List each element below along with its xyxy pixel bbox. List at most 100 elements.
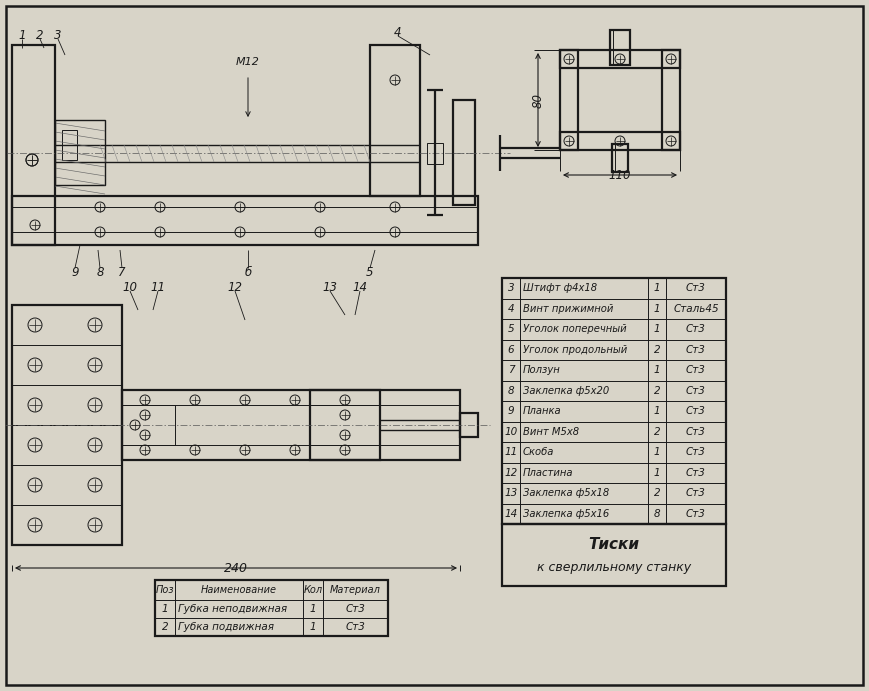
Text: 14: 14 [353,281,368,294]
Text: Кол: Кол [303,585,322,595]
Text: 1: 1 [653,304,660,314]
Text: 1: 1 [653,366,660,375]
Bar [560,132,680,150]
Bar [560,50,680,68]
Text: М12: М12 [236,57,260,67]
Text: Винт М5х8: Винт М5х8 [523,427,579,437]
Text: 2: 2 [36,28,43,41]
Text: б: б [244,265,252,278]
Text: 1: 1 [653,406,660,416]
Text: 3: 3 [507,283,514,293]
Text: 12: 12 [504,468,518,477]
Text: Ст3: Ст3 [686,447,706,457]
Text: 1: 1 [162,604,169,614]
Text: 10: 10 [504,427,518,437]
Text: Ползун: Ползун [523,366,561,375]
Text: Поз: Поз [156,585,175,595]
Text: Ст3: Ст3 [346,604,366,614]
Bar [502,524,726,586]
Text: 80: 80 [532,93,545,108]
Text: Ст3: Ст3 [686,283,706,293]
Text: 8: 8 [96,265,103,278]
Text: Заклепка ф5х18: Заклепка ф5х18 [523,489,609,498]
Text: 11: 11 [504,447,518,457]
Bar [610,30,630,65]
Text: 5: 5 [507,324,514,334]
Text: 1: 1 [653,324,660,334]
Text: Губка подвижная: Губка подвижная [178,622,274,632]
Text: Ст3: Ст3 [686,468,706,477]
Text: Планка: Планка [523,406,561,416]
Bar [560,50,578,150]
Text: Сталь45: Сталь45 [673,304,719,314]
Text: Уголок продольный: Уголок продольный [523,345,627,354]
Text: Ст3: Ст3 [686,509,706,519]
Text: 1: 1 [653,283,660,293]
Bar [310,390,380,460]
Text: 4: 4 [507,304,514,314]
Bar [502,278,726,524]
Text: 9: 9 [71,265,79,278]
Text: 10: 10 [123,281,137,294]
Bar [453,100,475,205]
Text: Тиски: Тиски [588,537,640,552]
Text: 1: 1 [653,447,660,457]
Text: Ст3: Ст3 [686,406,706,416]
Text: Губка неподвижная: Губка неподвижная [178,604,287,614]
Bar [12,196,478,245]
Text: 2: 2 [653,386,660,396]
Text: 2: 2 [162,622,169,632]
Bar [662,50,680,150]
Text: 110: 110 [609,169,631,182]
Text: 13: 13 [322,281,337,294]
Bar [370,45,420,196]
Text: Ст3: Ст3 [686,324,706,334]
Text: Ст3: Ст3 [686,366,706,375]
Text: 4: 4 [395,26,401,39]
Bar [122,390,460,460]
Text: Скоба: Скоба [523,447,554,457]
Text: 8: 8 [507,386,514,396]
Text: 8: 8 [653,509,660,519]
Text: 12: 12 [228,281,242,294]
Text: Ст3: Ст3 [686,345,706,354]
Text: 14: 14 [504,509,518,519]
Text: 7: 7 [118,265,126,278]
Text: 3: 3 [54,28,62,41]
Bar [62,130,77,160]
Text: Заклепка ф5х16: Заклепка ф5х16 [523,509,609,519]
Text: Пластина: Пластина [523,468,574,477]
Bar [155,580,388,636]
Text: Винт прижимной: Винт прижимной [523,304,614,314]
Bar [427,143,443,164]
Text: Ст3: Ст3 [686,386,706,396]
Bar [122,405,175,445]
Text: Наименование: Наименование [201,585,277,595]
Text: 2: 2 [653,427,660,437]
Text: 2: 2 [653,345,660,354]
Text: Материал: Материал [330,585,381,595]
Text: 1: 1 [309,604,316,614]
Text: 9: 9 [507,406,514,416]
Bar [55,120,105,185]
Text: 13: 13 [504,489,518,498]
Text: Заклепка ф5х20: Заклепка ф5х20 [523,386,609,396]
Bar [12,305,122,545]
Text: 1: 1 [18,28,26,41]
Text: 11: 11 [150,281,165,294]
Text: Штифт ф4х18: Штифт ф4х18 [523,283,597,293]
Bar [12,45,55,245]
Bar [612,144,628,172]
Text: 1: 1 [653,468,660,477]
Text: Ст3: Ст3 [686,427,706,437]
Text: 1: 1 [309,622,316,632]
Text: 240: 240 [224,562,248,574]
Bar [460,413,478,437]
Text: Уголок поперечный: Уголок поперечный [523,324,627,334]
Text: 6: 6 [507,345,514,354]
Text: 7: 7 [507,366,514,375]
Text: 5: 5 [366,265,374,278]
Text: 2: 2 [653,489,660,498]
Text: к сверлильному станку: к сверлильному станку [537,561,691,574]
Text: Ст3: Ст3 [346,622,366,632]
